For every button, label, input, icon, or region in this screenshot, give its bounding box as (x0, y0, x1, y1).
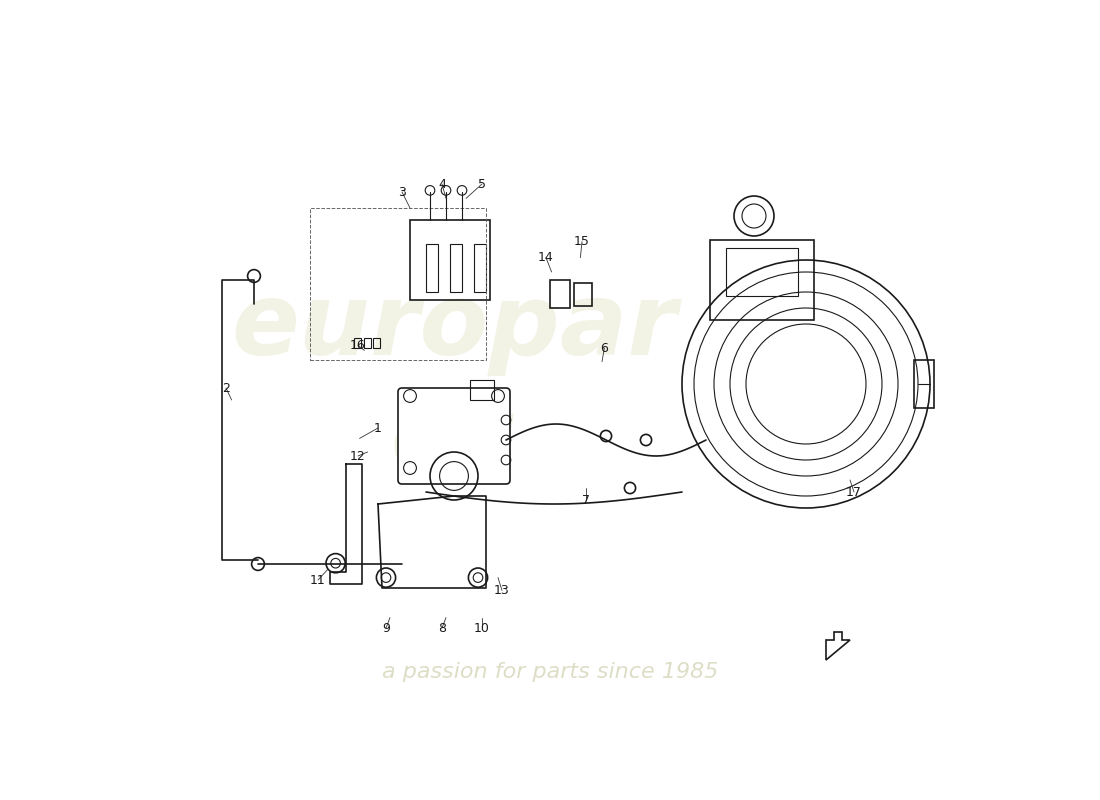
Text: 5: 5 (478, 178, 486, 190)
FancyBboxPatch shape (398, 388, 510, 484)
Bar (470, 380, 494, 400)
Text: 1: 1 (374, 422, 382, 434)
Circle shape (625, 482, 636, 494)
Bar (474, 244, 486, 292)
Bar (310, 208, 486, 360)
Text: 7: 7 (582, 494, 590, 506)
Text: 8: 8 (438, 622, 446, 634)
Text: a passion for parts since 1985: a passion for parts since 1985 (382, 662, 718, 682)
Bar (450, 244, 462, 292)
Text: 6: 6 (601, 342, 608, 354)
Polygon shape (826, 632, 850, 660)
Text: 14: 14 (538, 251, 554, 264)
Bar (410, 220, 490, 300)
Text: 2: 2 (222, 382, 230, 394)
Text: 13: 13 (494, 584, 510, 597)
Circle shape (640, 434, 651, 446)
Bar (574, 283, 592, 306)
Text: 10: 10 (474, 622, 490, 634)
Text: 9: 9 (382, 622, 389, 634)
Bar (726, 248, 798, 296)
Text: 12: 12 (350, 450, 366, 462)
Bar (364, 338, 371, 348)
Bar (710, 240, 814, 320)
Circle shape (601, 430, 612, 442)
Text: 16: 16 (350, 339, 366, 352)
Text: europar
es: europar es (231, 279, 676, 489)
Text: 3: 3 (398, 186, 406, 198)
Text: 11: 11 (310, 574, 326, 586)
Bar (914, 360, 934, 408)
Text: 4: 4 (438, 178, 446, 190)
Bar (354, 338, 361, 348)
Bar (550, 280, 570, 308)
Bar (373, 338, 381, 348)
Text: 15: 15 (574, 235, 590, 248)
Text: 17: 17 (846, 486, 862, 498)
Bar (426, 244, 438, 292)
